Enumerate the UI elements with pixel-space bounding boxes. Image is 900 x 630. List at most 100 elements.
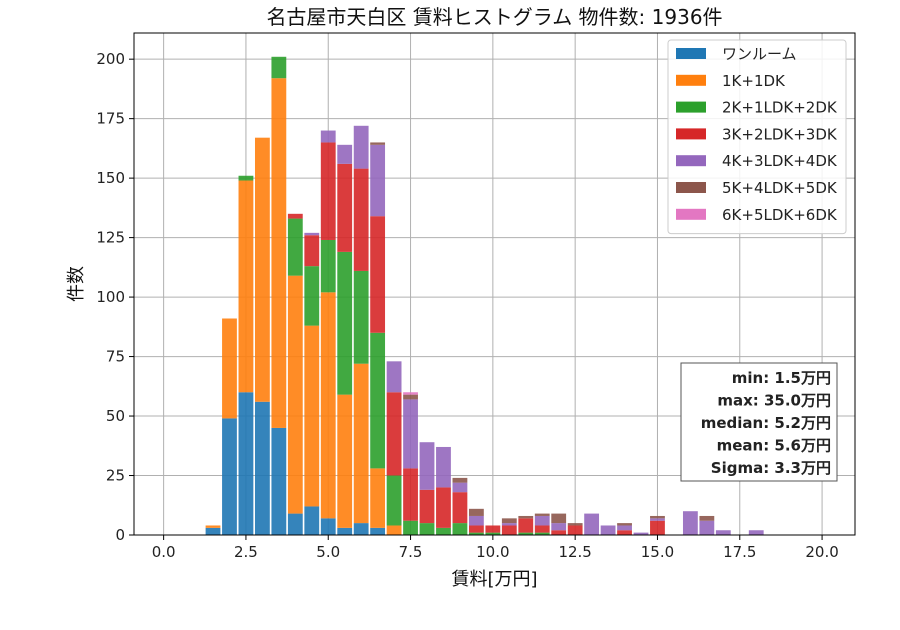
bar-segment <box>633 532 649 535</box>
legend-swatch <box>676 101 706 113</box>
stats-line: min: 1.5万円 <box>732 369 831 387</box>
x-tick-label: 20.0 <box>805 543 838 561</box>
bar-segment <box>518 532 534 535</box>
legend-label: ワンルーム <box>722 45 797 63</box>
bar-segment <box>254 401 270 535</box>
bar-segment <box>403 392 418 395</box>
y-tick-label: 75 <box>106 348 125 366</box>
bar-segment <box>337 251 353 395</box>
legend-label: 2K+1LDK+2DK <box>722 99 838 117</box>
bar-segment <box>600 525 616 535</box>
x-tick-label: 10.0 <box>476 543 509 561</box>
bar-segment <box>320 292 336 519</box>
stats-line: median: 5.2万円 <box>701 414 831 432</box>
bar-segment <box>452 477 468 483</box>
bar-segment <box>551 530 567 535</box>
bar-segment <box>304 232 320 236</box>
bar-segment <box>320 518 336 535</box>
y-tick-label: 100 <box>96 288 125 306</box>
bar-segment <box>584 513 600 535</box>
y-tick-label: 0 <box>115 526 125 544</box>
x-tick-label: 2.5 <box>234 543 258 561</box>
bar-segment <box>485 532 501 535</box>
y-tick-label: 25 <box>106 467 125 485</box>
x-tick-label: 5.0 <box>316 543 340 561</box>
stats-box-frame <box>680 362 838 482</box>
bar-segment <box>304 506 320 535</box>
bar-segment <box>436 446 451 488</box>
legend: ワンルーム 1K+1DK 2K+1LDK+2DK 3K+2LDK+3DK 4K+3LDK… <box>667 39 847 235</box>
y-tick-label: 150 <box>96 169 125 187</box>
y-axis-label: 件数 <box>66 266 87 302</box>
bar-segment <box>699 515 715 521</box>
y-tick-label: 50 <box>106 407 125 425</box>
bar-segment <box>370 468 386 528</box>
bar-segment <box>699 520 715 535</box>
bar-segment <box>567 523 583 526</box>
bar-segment <box>353 125 369 169</box>
bar-segment <box>501 525 517 535</box>
bar-segment <box>403 520 418 535</box>
stats-line: max: 35.0万円 <box>717 392 831 410</box>
bar-segment <box>287 213 303 219</box>
bar-segment <box>468 508 484 516</box>
legend-box <box>667 39 847 235</box>
bar-segment <box>551 513 567 524</box>
bar-segment <box>271 427 287 535</box>
bar-segment <box>419 442 435 490</box>
bar-segment <box>320 142 336 240</box>
bar-segment <box>715 530 731 535</box>
bar-segment <box>222 418 237 535</box>
bar-segment <box>353 523 369 535</box>
bar-segment <box>419 489 435 524</box>
bar-segment <box>238 392 254 535</box>
bar-segment <box>304 266 320 326</box>
bar-segment <box>287 218 303 276</box>
bar-segment <box>304 325 320 507</box>
x-tick-label: 0.0 <box>152 543 176 561</box>
bar-segment <box>238 175 254 181</box>
bar-segment <box>452 492 468 524</box>
bar-segment <box>222 318 237 419</box>
legend-swatch <box>676 48 706 59</box>
bar-segment <box>436 527 451 535</box>
bar-segment <box>370 216 386 333</box>
bar-segment <box>386 392 402 476</box>
bar-segment <box>370 144 386 217</box>
x-tick-label: 12.5 <box>558 543 591 561</box>
bar-segment <box>518 515 534 519</box>
bar-segment <box>650 515 665 519</box>
x-tick-label: 7.5 <box>399 543 423 561</box>
bar-segment <box>205 525 221 528</box>
bar-segment <box>337 144 353 164</box>
bar-segment <box>650 520 665 535</box>
bar-segment <box>436 487 451 528</box>
legend-label: 6K+5LDK+6DK <box>722 206 838 224</box>
x-axis-label: 賃料[万円] <box>451 569 537 590</box>
axis-ticks: 0.0 2.5 5.0 7.5 10.0 12.5 15.0 17.5 20.0 0 25 50 75 1… <box>96 50 838 561</box>
bar-segment <box>386 475 402 526</box>
bar-segment <box>468 515 484 526</box>
legend-swatch <box>676 182 706 193</box>
bar-segment <box>419 523 435 535</box>
legend-label: 1K+1DK <box>722 72 786 90</box>
y-tick-label: 200 <box>96 50 125 68</box>
bar-segment <box>468 525 484 533</box>
bar-segment <box>501 518 517 524</box>
bar-segment <box>534 515 550 526</box>
bars <box>205 56 764 535</box>
bar-segment <box>468 532 484 535</box>
bar-segment <box>518 518 534 533</box>
bar-segment <box>337 527 353 535</box>
legend-label: 3K+2LDK+3DK <box>722 125 838 143</box>
bar-segment <box>534 525 550 533</box>
bar-segment <box>353 168 369 271</box>
legend-swatch <box>676 74 706 86</box>
bar-segment <box>287 275 303 514</box>
stats-box: min: 1.5万円 max: 35.0万円 median: 5.2万円 mean: … <box>680 362 838 482</box>
bar-segment <box>353 363 369 524</box>
bar-segment <box>386 361 402 393</box>
bar-segment <box>452 482 468 493</box>
legend-label: 4K+3LDK+4DK <box>722 152 838 170</box>
bar-segment <box>205 527 221 535</box>
